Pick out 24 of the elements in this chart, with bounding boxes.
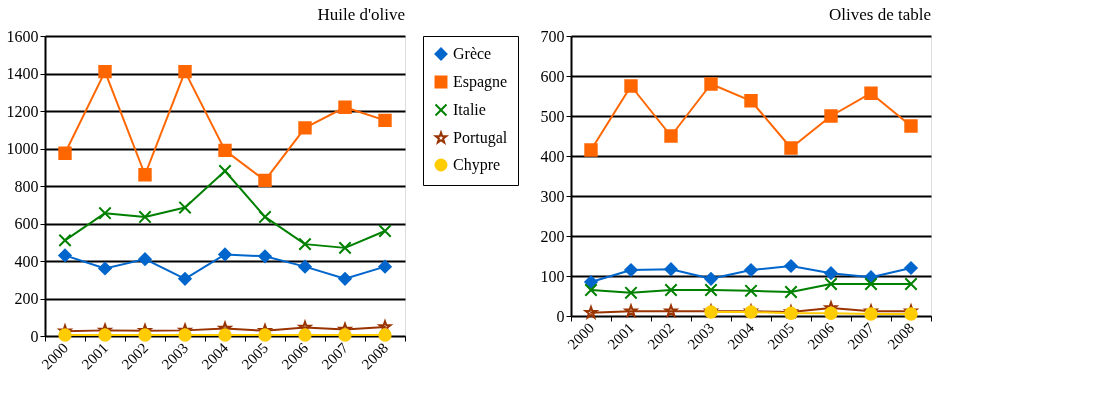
legend-label: Espagne <box>453 73 508 91</box>
y-tick-label: 300 <box>540 187 565 205</box>
y-tick-label: 600 <box>540 67 565 85</box>
y-tick-label: 1200 <box>6 102 39 120</box>
y-tick-label: 200 <box>540 227 565 245</box>
y-tick-label: 400 <box>540 147 565 165</box>
y-tick-label: 500 <box>540 107 565 125</box>
chart-title: Huile d'olive <box>317 5 405 24</box>
y-tick-label: 0 <box>556 307 565 325</box>
y-tick-label: 200 <box>14 290 39 307</box>
y-tick-label: 800 <box>14 177 39 195</box>
chart-title: Olives de table <box>829 5 931 24</box>
legend-label: Portugal <box>453 129 508 147</box>
y-tick-label: 400 <box>14 252 39 270</box>
y-tick-label: 1000 <box>6 140 39 157</box>
y-tick-label: 1600 <box>6 27 39 45</box>
legend-label: Grèce <box>453 45 492 62</box>
y-tick-label: 100 <box>540 267 565 285</box>
y-tick-label: 700 <box>540 27 565 45</box>
legend-label: Chypre <box>453 156 501 174</box>
y-tick-label: 600 <box>14 215 39 232</box>
y-tick-label: 1400 <box>6 65 39 82</box>
y-tick-label: 0 <box>30 327 39 345</box>
legend-label: Italie <box>453 101 486 118</box>
